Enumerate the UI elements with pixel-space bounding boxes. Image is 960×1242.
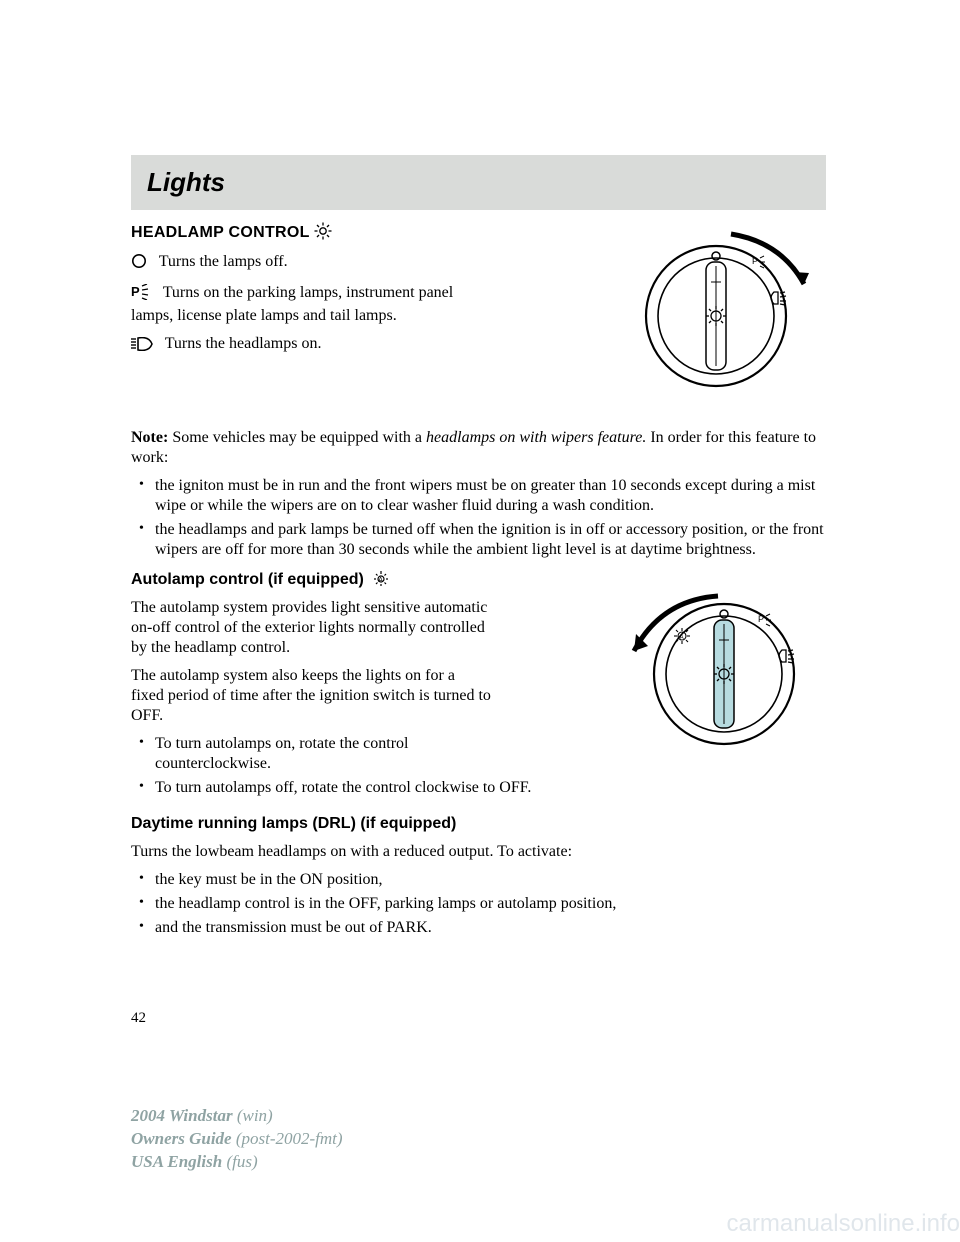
footer-l3b: (fus)	[226, 1152, 257, 1171]
autolamp-bullet-2: To turn autolamps off, rotate the contro…	[131, 778, 826, 798]
headlamps-text: Turns the headlamps on.	[165, 335, 322, 352]
page-number: 42	[131, 1010, 146, 1027]
section-header: Lights	[131, 155, 826, 210]
headlamp-control-title: HEADLAMP CONTROL	[131, 223, 310, 243]
headlamp-dial-figure: P	[616, 222, 826, 398]
footer-l3a: USA English	[131, 1152, 222, 1171]
section-drl: Daytime running lamps (DRL) (if equipped…	[131, 814, 826, 938]
drl-bullet-3: and the transmission must be out of PARK…	[131, 918, 826, 938]
footer-l1b: (win)	[237, 1106, 273, 1125]
note-text-a: Some vehicles may be equipped with a	[172, 429, 426, 446]
svg-text:A: A	[680, 635, 684, 641]
autolamp-para-1: The autolamp system provides light sensi…	[131, 598, 491, 658]
item-parking: P Turns on the parking lamps, instrument…	[131, 283, 491, 326]
drl-bullets: the key must be in the ON position, the …	[131, 870, 826, 938]
drl-bullet-2: the headlamp control is in the OFF, park…	[131, 894, 826, 914]
autolamp-sun-icon: A	[372, 570, 390, 592]
note-lead: Note:	[131, 429, 168, 446]
autolamp-title: Autolamp control (if equipped)	[131, 571, 364, 588]
section-autolamp: Autolamp control (if equipped) A	[131, 570, 826, 806]
drl-bullet-1: the key must be in the ON position,	[131, 870, 826, 890]
svg-text:A: A	[378, 577, 383, 584]
autolamp-bullet-1: To turn autolamps on, rotate the control…	[131, 734, 491, 774]
drl-title: Daytime running lamps (DRL) (if equipped…	[131, 815, 456, 832]
watermark: carmanualsonline.info	[727, 1210, 960, 1238]
section-header-title: Lights	[147, 167, 225, 198]
drl-para: Turns the lowbeam headlamps on with a re…	[131, 842, 826, 862]
off-text: Turns the lamps off.	[159, 253, 288, 270]
note-bullet-2: the headlamps and park lamps be turned o…	[131, 520, 826, 560]
parking-icon-label: P	[752, 256, 758, 266]
autolamp-para-2: The autolamp system also keeps the light…	[131, 666, 491, 726]
footer-l2a: Owners Guide	[131, 1129, 232, 1148]
sun-outline-icon	[314, 222, 332, 246]
autolamp-dial-figure: A P	[606, 576, 826, 762]
footer-l2b: (post-2002-fmt)	[236, 1129, 343, 1148]
content: HEADLAMP CONTROL	[131, 222, 826, 946]
footer-l1a: 2004 Windstar	[131, 1106, 233, 1125]
headlamp-icon	[131, 337, 153, 357]
note-block: Note: Some vehicles may be equipped with…	[131, 428, 826, 560]
page: Lights HEADLAMP CONTROL	[0, 0, 960, 1242]
section-headlamp-control: HEADLAMP CONTROL	[131, 222, 826, 406]
svg-text:P: P	[131, 284, 140, 299]
off-circle-icon	[131, 253, 147, 275]
note-bullet-1: the igniton must be in run and the front…	[131, 476, 826, 516]
footer: 2004 Windstar (win) Owners Guide (post-2…	[131, 1105, 343, 1174]
parking-icon-label-2: P	[758, 614, 764, 624]
parking-lamp-icon: P	[131, 284, 151, 306]
parking-text-a: Turns on the parking lamps,	[163, 284, 342, 301]
note-italic: headlamps on with wipers feature.	[426, 429, 646, 446]
note-bullets: the igniton must be in run and the front…	[131, 476, 826, 560]
